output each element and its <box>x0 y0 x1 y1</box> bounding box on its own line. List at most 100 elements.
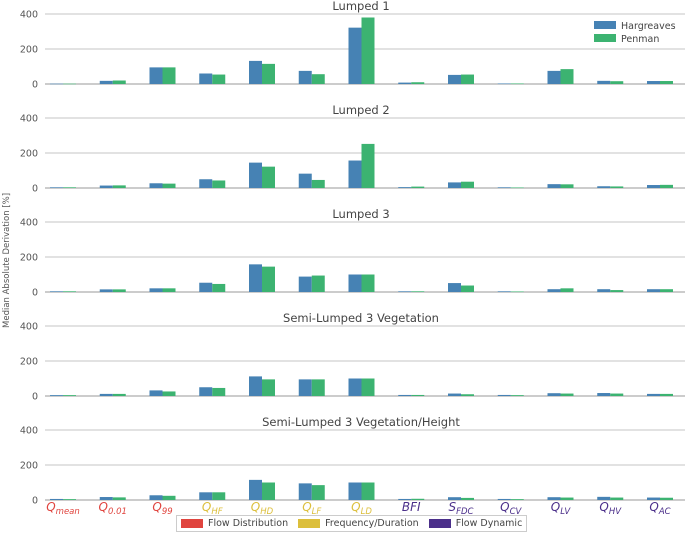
bar-penman <box>112 80 126 84</box>
bar-hargreaves <box>199 387 213 396</box>
bar-hargreaves <box>348 378 362 396</box>
bar-hargreaves <box>298 276 312 292</box>
bar-hargreaves <box>348 27 362 84</box>
bar-penman <box>262 379 275 396</box>
panel-title: Lumped 1 <box>332 0 389 13</box>
y-tick-label: 200 <box>20 253 38 264</box>
bar-hargreaves <box>149 390 163 396</box>
bar-hargreaves <box>497 498 511 500</box>
bar-hargreaves <box>99 80 113 84</box>
bar-penman <box>112 289 126 292</box>
bar-penman <box>461 74 474 84</box>
bar-hargreaves <box>398 82 412 84</box>
legend-swatch-hargreaves <box>594 21 616 29</box>
x-tick-label: QCV <box>500 500 522 517</box>
bar-hargreaves <box>398 187 412 188</box>
bar-hargreaves <box>547 393 561 396</box>
y-tick-label: 400 <box>20 426 38 437</box>
bar-penman <box>361 143 375 188</box>
bar-penman <box>660 497 673 500</box>
bar-hargreaves <box>348 160 362 188</box>
y-tick-label: 0 <box>32 80 38 91</box>
x-tick-label: QLF <box>302 500 321 517</box>
bar-penman <box>361 17 375 84</box>
bar-hargreaves <box>50 395 63 396</box>
bar-hargreaves <box>497 83 511 85</box>
bar-hargreaves <box>597 289 611 292</box>
x-tick-label: QHD <box>251 500 274 517</box>
x-tick-label: QLD <box>351 500 372 517</box>
x-tick-label: Q0.01 <box>99 500 127 517</box>
bar-hargreaves <box>547 289 561 292</box>
bar-penman <box>262 63 275 84</box>
bar-penman <box>162 183 176 188</box>
bar-penman <box>63 83 76 85</box>
bar-hargreaves <box>647 393 660 396</box>
bar-hargreaves <box>249 376 262 396</box>
bar-penman <box>510 395 524 396</box>
bar-hargreaves <box>547 70 561 84</box>
bar-penman <box>63 395 76 396</box>
bar-penman <box>411 186 425 188</box>
bar-hargreaves <box>50 498 63 500</box>
bar-hargreaves <box>50 187 63 188</box>
bar-hargreaves <box>348 274 362 292</box>
bar-penman <box>361 378 375 396</box>
bar-hargreaves <box>647 289 660 292</box>
legend-flow-dynamic: Flow Dynamic <box>428 518 523 529</box>
bar-penman <box>660 81 673 84</box>
bar-penman <box>560 288 574 292</box>
x-tick-label: QLV <box>551 500 572 517</box>
bar-hargreaves <box>298 379 312 396</box>
bar-hargreaves <box>398 394 412 396</box>
y-tick-label: 400 <box>20 218 38 229</box>
bar-penman <box>510 499 524 500</box>
x-tick-label: BFI <box>402 500 421 514</box>
bar-hargreaves <box>547 497 561 500</box>
bar-hargreaves <box>149 495 163 500</box>
panel-title: Semi-Lumped 3 Vegetation <box>283 311 439 325</box>
bar-hargreaves <box>50 291 63 292</box>
bar-penman <box>162 288 176 292</box>
bar-hargreaves <box>448 74 461 84</box>
bar-penman <box>361 482 375 500</box>
bar-penman <box>212 387 226 396</box>
y-tick-label: 400 <box>20 322 38 333</box>
bar-hargreaves <box>398 291 412 292</box>
bar-penman <box>262 482 275 500</box>
bar-hargreaves <box>448 283 461 292</box>
bar-penman <box>510 291 524 293</box>
bar-penman <box>660 393 673 396</box>
bar-penman <box>660 184 673 188</box>
bar-hargreaves <box>249 479 262 500</box>
bar-hargreaves <box>99 185 113 188</box>
legend-label-flow-distribution: Flow Distribution <box>208 518 289 529</box>
bar-hargreaves <box>547 184 561 188</box>
bar-penman <box>212 74 226 84</box>
bar-hargreaves <box>298 483 312 500</box>
bar-hargreaves <box>199 179 213 188</box>
bar-penman <box>560 393 574 396</box>
legend-label-frequency-duration: Frequency/Duration <box>325 518 419 529</box>
bar-penman <box>660 289 673 292</box>
y-tick-label: 200 <box>20 461 38 472</box>
bar-hargreaves <box>149 183 163 188</box>
bar-penman <box>411 394 425 396</box>
bar-penman <box>610 81 624 84</box>
y-tick-label: 200 <box>20 357 38 368</box>
panel-title: Lumped 3 <box>332 207 389 221</box>
bar-penman <box>461 285 474 292</box>
bar-penman <box>212 283 226 292</box>
bar-hargreaves <box>597 496 611 500</box>
bar-penman <box>311 485 325 500</box>
y-axis-label: Median Absolute Derivation [%] <box>2 192 12 328</box>
bar-penman <box>510 83 524 85</box>
bar-hargreaves <box>497 394 511 396</box>
bar-penman <box>63 291 76 292</box>
bar-penman <box>112 393 126 396</box>
bar-penman <box>262 266 275 292</box>
bar-hargreaves <box>298 70 312 84</box>
legend-label-hargreaves: Hargreaves <box>621 21 676 32</box>
legend-label-flow-dynamic: Flow Dynamic <box>455 518 523 529</box>
bar-penman <box>311 74 325 84</box>
